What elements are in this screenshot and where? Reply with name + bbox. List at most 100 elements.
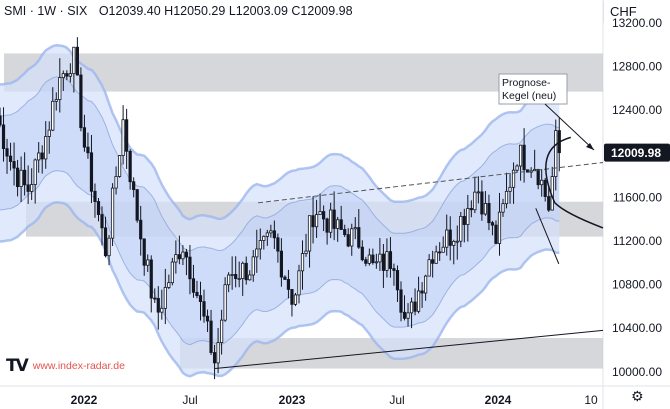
candle-body <box>241 262 245 279</box>
candle-body <box>378 253 382 263</box>
candle-body <box>96 201 101 215</box>
candle-body <box>114 176 118 189</box>
candle-body <box>135 189 139 221</box>
candle-body <box>395 270 400 291</box>
candle-body <box>132 181 136 191</box>
candle-body <box>283 276 287 280</box>
candle-body <box>82 127 87 148</box>
candle-body <box>416 290 421 312</box>
x-tick-label: 2022 <box>71 393 98 407</box>
y-tick-label: 11600.00 <box>613 190 662 204</box>
candle-body <box>293 294 298 305</box>
candle-body <box>107 237 111 257</box>
candle-body <box>554 130 558 178</box>
candle-body <box>188 256 192 280</box>
candle-body <box>103 227 108 257</box>
candle-body <box>455 240 459 243</box>
candle-body <box>448 229 452 246</box>
candle-body <box>540 179 544 186</box>
candle-body <box>216 342 220 364</box>
candle-body <box>431 259 435 264</box>
candle-body <box>125 119 129 152</box>
close-value: C12009.98 <box>291 4 353 18</box>
candle-body <box>487 203 491 224</box>
candle-body <box>212 352 217 364</box>
candle-body <box>54 99 58 102</box>
candle-body <box>237 278 241 280</box>
candle-body <box>504 190 509 205</box>
candle-body <box>304 250 308 254</box>
candle-body <box>473 191 477 211</box>
candle-body <box>469 208 473 211</box>
y-tick-label: 10000.00 <box>612 365 662 379</box>
candle-body <box>167 282 171 288</box>
candle-body <box>142 238 146 266</box>
candle-body <box>1 124 6 150</box>
candle-body <box>343 229 347 235</box>
candle-body <box>86 146 90 154</box>
candle-body <box>480 191 484 215</box>
forecast-cone-upper <box>545 136 571 204</box>
candle-body <box>44 136 48 160</box>
candle-body <box>357 227 361 248</box>
callout-arrow-head <box>586 143 594 150</box>
candle-body <box>452 240 456 246</box>
candle-body <box>72 46 76 75</box>
candle-body <box>65 73 69 77</box>
currency-label[interactable]: CHF <box>610 4 637 19</box>
candle-body <box>5 148 9 157</box>
candle-body <box>276 237 280 252</box>
candle-body <box>307 215 312 252</box>
candle-body <box>438 251 442 254</box>
candle-body <box>364 259 368 264</box>
candle-body <box>490 222 495 226</box>
candle-body <box>220 319 224 343</box>
candle-body <box>402 311 407 319</box>
gear-icon[interactable]: ⚙ <box>631 388 644 404</box>
candle-body <box>374 261 378 264</box>
candle-body <box>184 251 189 258</box>
candle-body <box>406 312 410 319</box>
candle-body <box>272 230 276 239</box>
candle-body <box>209 320 213 353</box>
candle-body <box>518 144 523 167</box>
candle-body <box>202 301 206 317</box>
candle-body <box>146 259 150 266</box>
candle-body <box>427 259 431 277</box>
forecast-cone-hint <box>535 208 560 265</box>
candle-body <box>174 254 178 263</box>
candle-body <box>47 129 51 137</box>
symbol-label[interactable]: SMI · 1W · SIX <box>4 4 88 18</box>
candle-body <box>424 275 428 294</box>
candle-body <box>19 169 23 187</box>
candle-body <box>163 287 167 309</box>
high-value: H12050.29 <box>164 4 226 18</box>
candle-body <box>441 246 445 253</box>
candle-body <box>265 232 269 237</box>
candle-body <box>170 261 174 284</box>
candle-body <box>329 209 333 233</box>
candle-body <box>388 251 393 269</box>
forecast-callout: Prognose-Kegel (neu) <box>498 73 595 151</box>
callout-line-2: Kegel (neu) <box>502 90 556 102</box>
candle-body <box>58 77 62 100</box>
candle-body <box>483 203 488 215</box>
candle-body <box>40 152 44 160</box>
candle-body <box>339 219 343 230</box>
candle-body <box>30 184 34 192</box>
x-tick-label: Jul <box>182 393 197 407</box>
candle-body <box>191 278 196 293</box>
candle-body <box>177 254 181 260</box>
candle-body <box>230 274 234 276</box>
candle-body <box>318 211 322 216</box>
candle-body <box>8 155 13 162</box>
candle-body <box>350 228 354 247</box>
candle-body <box>392 268 396 271</box>
candle-body <box>0 115 2 126</box>
y-tick-label: 10800.00 <box>612 278 662 292</box>
candle-body <box>360 246 364 261</box>
last-price-tag <box>604 143 670 162</box>
candle-body <box>353 227 357 230</box>
